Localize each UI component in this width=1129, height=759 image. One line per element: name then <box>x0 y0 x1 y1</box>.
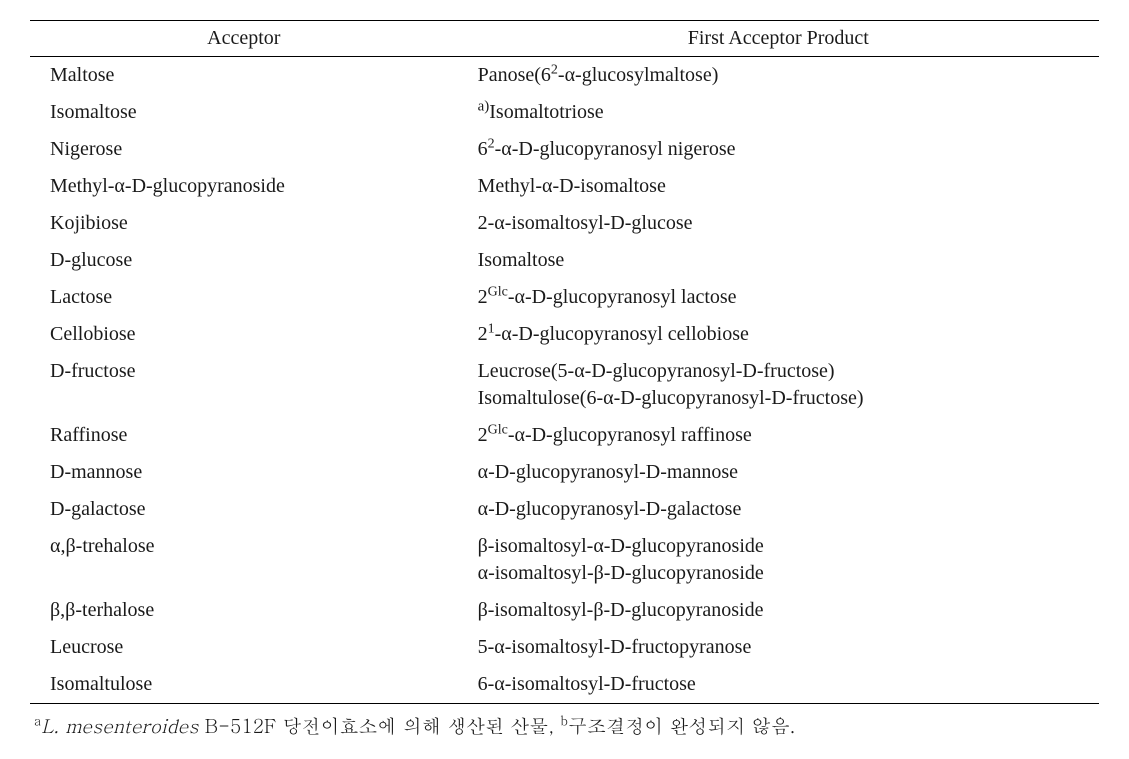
cell-product: 2Glc-α-D-glucopyranosyl lactose <box>458 279 1099 316</box>
cell-product: β-isomaltosyl-α-D-glucopyranosideα-isoma… <box>458 528 1099 592</box>
table-row: Kojibiose2-α-isomaltosyl-D-glucose <box>30 205 1099 242</box>
table-row: Isomaltulose6-α-isomaltosyl-D-fructose <box>30 666 1099 704</box>
cell-acceptor: Isomaltose <box>30 94 458 131</box>
table-row: α,β-trehaloseβ-isomaltosyl-α-D-glucopyra… <box>30 528 1099 592</box>
table-row: Methyl-α-D-glucopyranosideMethyl-α-D-iso… <box>30 168 1099 205</box>
cell-acceptor: Raffinose <box>30 417 458 454</box>
table-body: MaltosePanose(62-α-glucosylmaltose)Isoma… <box>30 57 1099 704</box>
table-row: D-mannoseα-D-glucopyranosyl-D-mannose <box>30 454 1099 491</box>
table-row: D-glucoseIsomaltose <box>30 242 1099 279</box>
cell-acceptor: D-glucose <box>30 242 458 279</box>
cell-acceptor: D-galactose <box>30 491 458 528</box>
table-row: D-fructoseLeucrose(5-α-D-glucopyranosyl-… <box>30 353 1099 417</box>
table-row: D-galactoseα-D-glucopyranosyl-D-galactos… <box>30 491 1099 528</box>
cell-product: 6-α-isomaltosyl-D-fructose <box>458 666 1099 704</box>
table-row: β,β-terhaloseβ-isomaltosyl-β-D-glucopyra… <box>30 592 1099 629</box>
table-row: Raffinose2Glc-α-D-glucopyranosyl raffino… <box>30 417 1099 454</box>
cell-acceptor: Cellobiose <box>30 316 458 353</box>
table-row: Lactose2Glc-α-D-glucopyranosyl lactose <box>30 279 1099 316</box>
cell-product: β-isomaltosyl-β-D-glucopyranoside <box>458 592 1099 629</box>
table-row: Cellobiose21-α-D-glucopyranosyl cellobio… <box>30 316 1099 353</box>
cell-product: α-D-glucopyranosyl-D-galactose <box>458 491 1099 528</box>
table-row: Nigerose62-α-D-glucopyranosyl nigerose <box>30 131 1099 168</box>
cell-product: Leucrose(5-α-D-glucopyranosyl-D-fructose… <box>458 353 1099 417</box>
cell-product: Panose(62-α-glucosylmaltose) <box>458 57 1099 95</box>
cell-acceptor: β,β-terhalose <box>30 592 458 629</box>
table-header-row: Acceptor First Acceptor Product <box>30 21 1099 57</box>
cell-product: 21-α-D-glucopyranosyl cellobiose <box>458 316 1099 353</box>
cell-acceptor: Methyl-α-D-glucopyranoside <box>30 168 458 205</box>
cell-acceptor: D-fructose <box>30 353 458 417</box>
cell-acceptor: Isomaltulose <box>30 666 458 704</box>
table-row: MaltosePanose(62-α-glucosylmaltose) <box>30 57 1099 95</box>
cell-product: 5-α-isomaltosyl-D-fructopyranose <box>458 629 1099 666</box>
cell-product: 2-α-isomaltosyl-D-glucose <box>458 205 1099 242</box>
cell-acceptor: α,β-trehalose <box>30 528 458 592</box>
cell-acceptor: Maltose <box>30 57 458 95</box>
cell-product: 2Glc-α-D-glucopyranosyl raffinose <box>458 417 1099 454</box>
cell-product: Isomaltose <box>458 242 1099 279</box>
acceptor-table: Acceptor First Acceptor Product MaltoseP… <box>30 20 1099 704</box>
cell-product: 62-α-D-glucopyranosyl nigerose <box>458 131 1099 168</box>
cell-acceptor: Lactose <box>30 279 458 316</box>
header-acceptor: Acceptor <box>30 21 458 57</box>
cell-product: Methyl-α-D-isomaltose <box>458 168 1099 205</box>
cell-product: a)Isomaltotriose <box>458 94 1099 131</box>
cell-acceptor: Kojibiose <box>30 205 458 242</box>
cell-acceptor: Leucrose <box>30 629 458 666</box>
cell-product: α-D-glucopyranosyl-D-mannose <box>458 454 1099 491</box>
table-row: Leucrose5-α-isomaltosyl-D-fructopyranose <box>30 629 1099 666</box>
cell-acceptor: D-mannose <box>30 454 458 491</box>
table-row: Isomaltosea)Isomaltotriose <box>30 94 1099 131</box>
table-footnote: aL. mesenteroides B-512F 당전이효소에 의해 생산된 산… <box>30 712 1099 739</box>
header-product: First Acceptor Product <box>458 21 1099 57</box>
cell-acceptor: Nigerose <box>30 131 458 168</box>
